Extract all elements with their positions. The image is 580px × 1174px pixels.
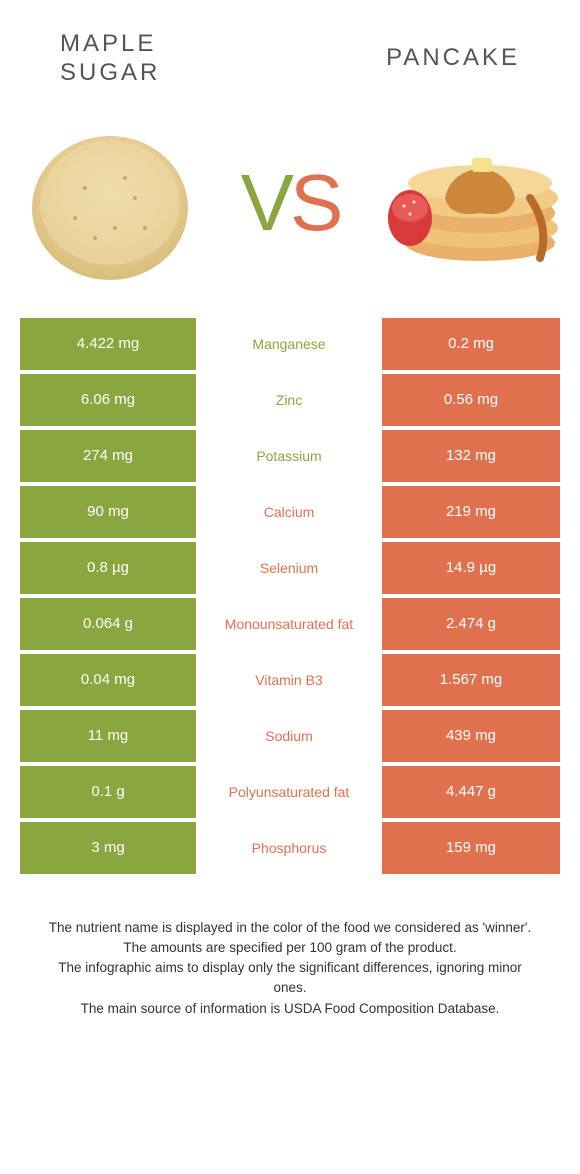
- table-row: 0.064 gMonounsaturated fat2.474 g: [20, 598, 560, 650]
- value-left: 4.422 mg: [20, 318, 196, 370]
- value-right: 159 mg: [382, 822, 560, 874]
- value-left: 0.064 g: [20, 598, 196, 650]
- table-row: 0.8 µgSelenium14.9 µg: [20, 542, 560, 594]
- value-left: 3 mg: [20, 822, 196, 874]
- footer-line-4: The main source of information is USDA F…: [40, 999, 540, 1019]
- value-left: 0.04 mg: [20, 654, 196, 706]
- footer-line-3: The infographic aims to display only the…: [40, 958, 540, 999]
- comparison-table: 4.422 mgManganese0.2 mg6.06 mgZinc0.56 m…: [20, 318, 560, 874]
- value-left: 274 mg: [20, 430, 196, 482]
- nutrient-label: Manganese: [196, 318, 382, 370]
- value-right: 4.447 g: [382, 766, 560, 818]
- footer-notes: The nutrient name is displayed in the co…: [0, 878, 580, 1019]
- nutrient-label: Phosphorus: [196, 822, 382, 874]
- table-row: 6.06 mgZinc0.56 mg: [20, 374, 560, 426]
- table-row: 4.422 mgManganese0.2 mg: [20, 318, 560, 370]
- value-left: 0.8 µg: [20, 542, 196, 594]
- nutrient-label: Sodium: [196, 710, 382, 762]
- header: MAPLESUGAR PANCAKE: [0, 0, 580, 108]
- nutrient-label: Vitamin B3: [196, 654, 382, 706]
- food-left-title: MAPLESUGAR: [60, 30, 160, 88]
- vs-v: V: [241, 158, 290, 247]
- value-left: 0.1 g: [20, 766, 196, 818]
- vs-s: S: [290, 158, 339, 247]
- value-right: 439 mg: [382, 710, 560, 762]
- pancake-icon: [380, 128, 560, 278]
- value-left: 6.06 mg: [20, 374, 196, 426]
- value-left: 90 mg: [20, 486, 196, 538]
- food-right-title: PANCAKE: [386, 44, 520, 73]
- nutrient-label: Zinc: [196, 374, 382, 426]
- value-right: 219 mg: [382, 486, 560, 538]
- food-right-image: [380, 118, 560, 288]
- table-row: 90 mgCalcium219 mg: [20, 486, 560, 538]
- table-row: 3 mgPhosphorus159 mg: [20, 822, 560, 874]
- nutrient-label: Monounsaturated fat: [196, 598, 382, 650]
- value-right: 132 mg: [382, 430, 560, 482]
- value-right: 14.9 µg: [382, 542, 560, 594]
- value-right: 2.474 g: [382, 598, 560, 650]
- footer-line-2: The amounts are specified per 100 gram o…: [40, 938, 540, 958]
- vs-label: VS: [241, 157, 340, 249]
- footer-line-1: The nutrient name is displayed in the co…: [40, 918, 540, 938]
- value-right: 1.567 mg: [382, 654, 560, 706]
- images-row: VS: [0, 108, 580, 318]
- nutrient-label: Calcium: [196, 486, 382, 538]
- value-right: 0.2 mg: [382, 318, 560, 370]
- maple-sugar-icon: [25, 118, 195, 288]
- table-row: 11 mgSodium439 mg: [20, 710, 560, 762]
- nutrient-label: Potassium: [196, 430, 382, 482]
- value-left: 11 mg: [20, 710, 196, 762]
- nutrient-label: Selenium: [196, 542, 382, 594]
- table-row: 0.04 mgVitamin B31.567 mg: [20, 654, 560, 706]
- table-row: 0.1 gPolyunsaturated fat4.447 g: [20, 766, 560, 818]
- table-row: 274 mgPotassium132 mg: [20, 430, 560, 482]
- nutrient-label: Polyunsaturated fat: [196, 766, 382, 818]
- food-left-image: [20, 118, 200, 288]
- value-right: 0.56 mg: [382, 374, 560, 426]
